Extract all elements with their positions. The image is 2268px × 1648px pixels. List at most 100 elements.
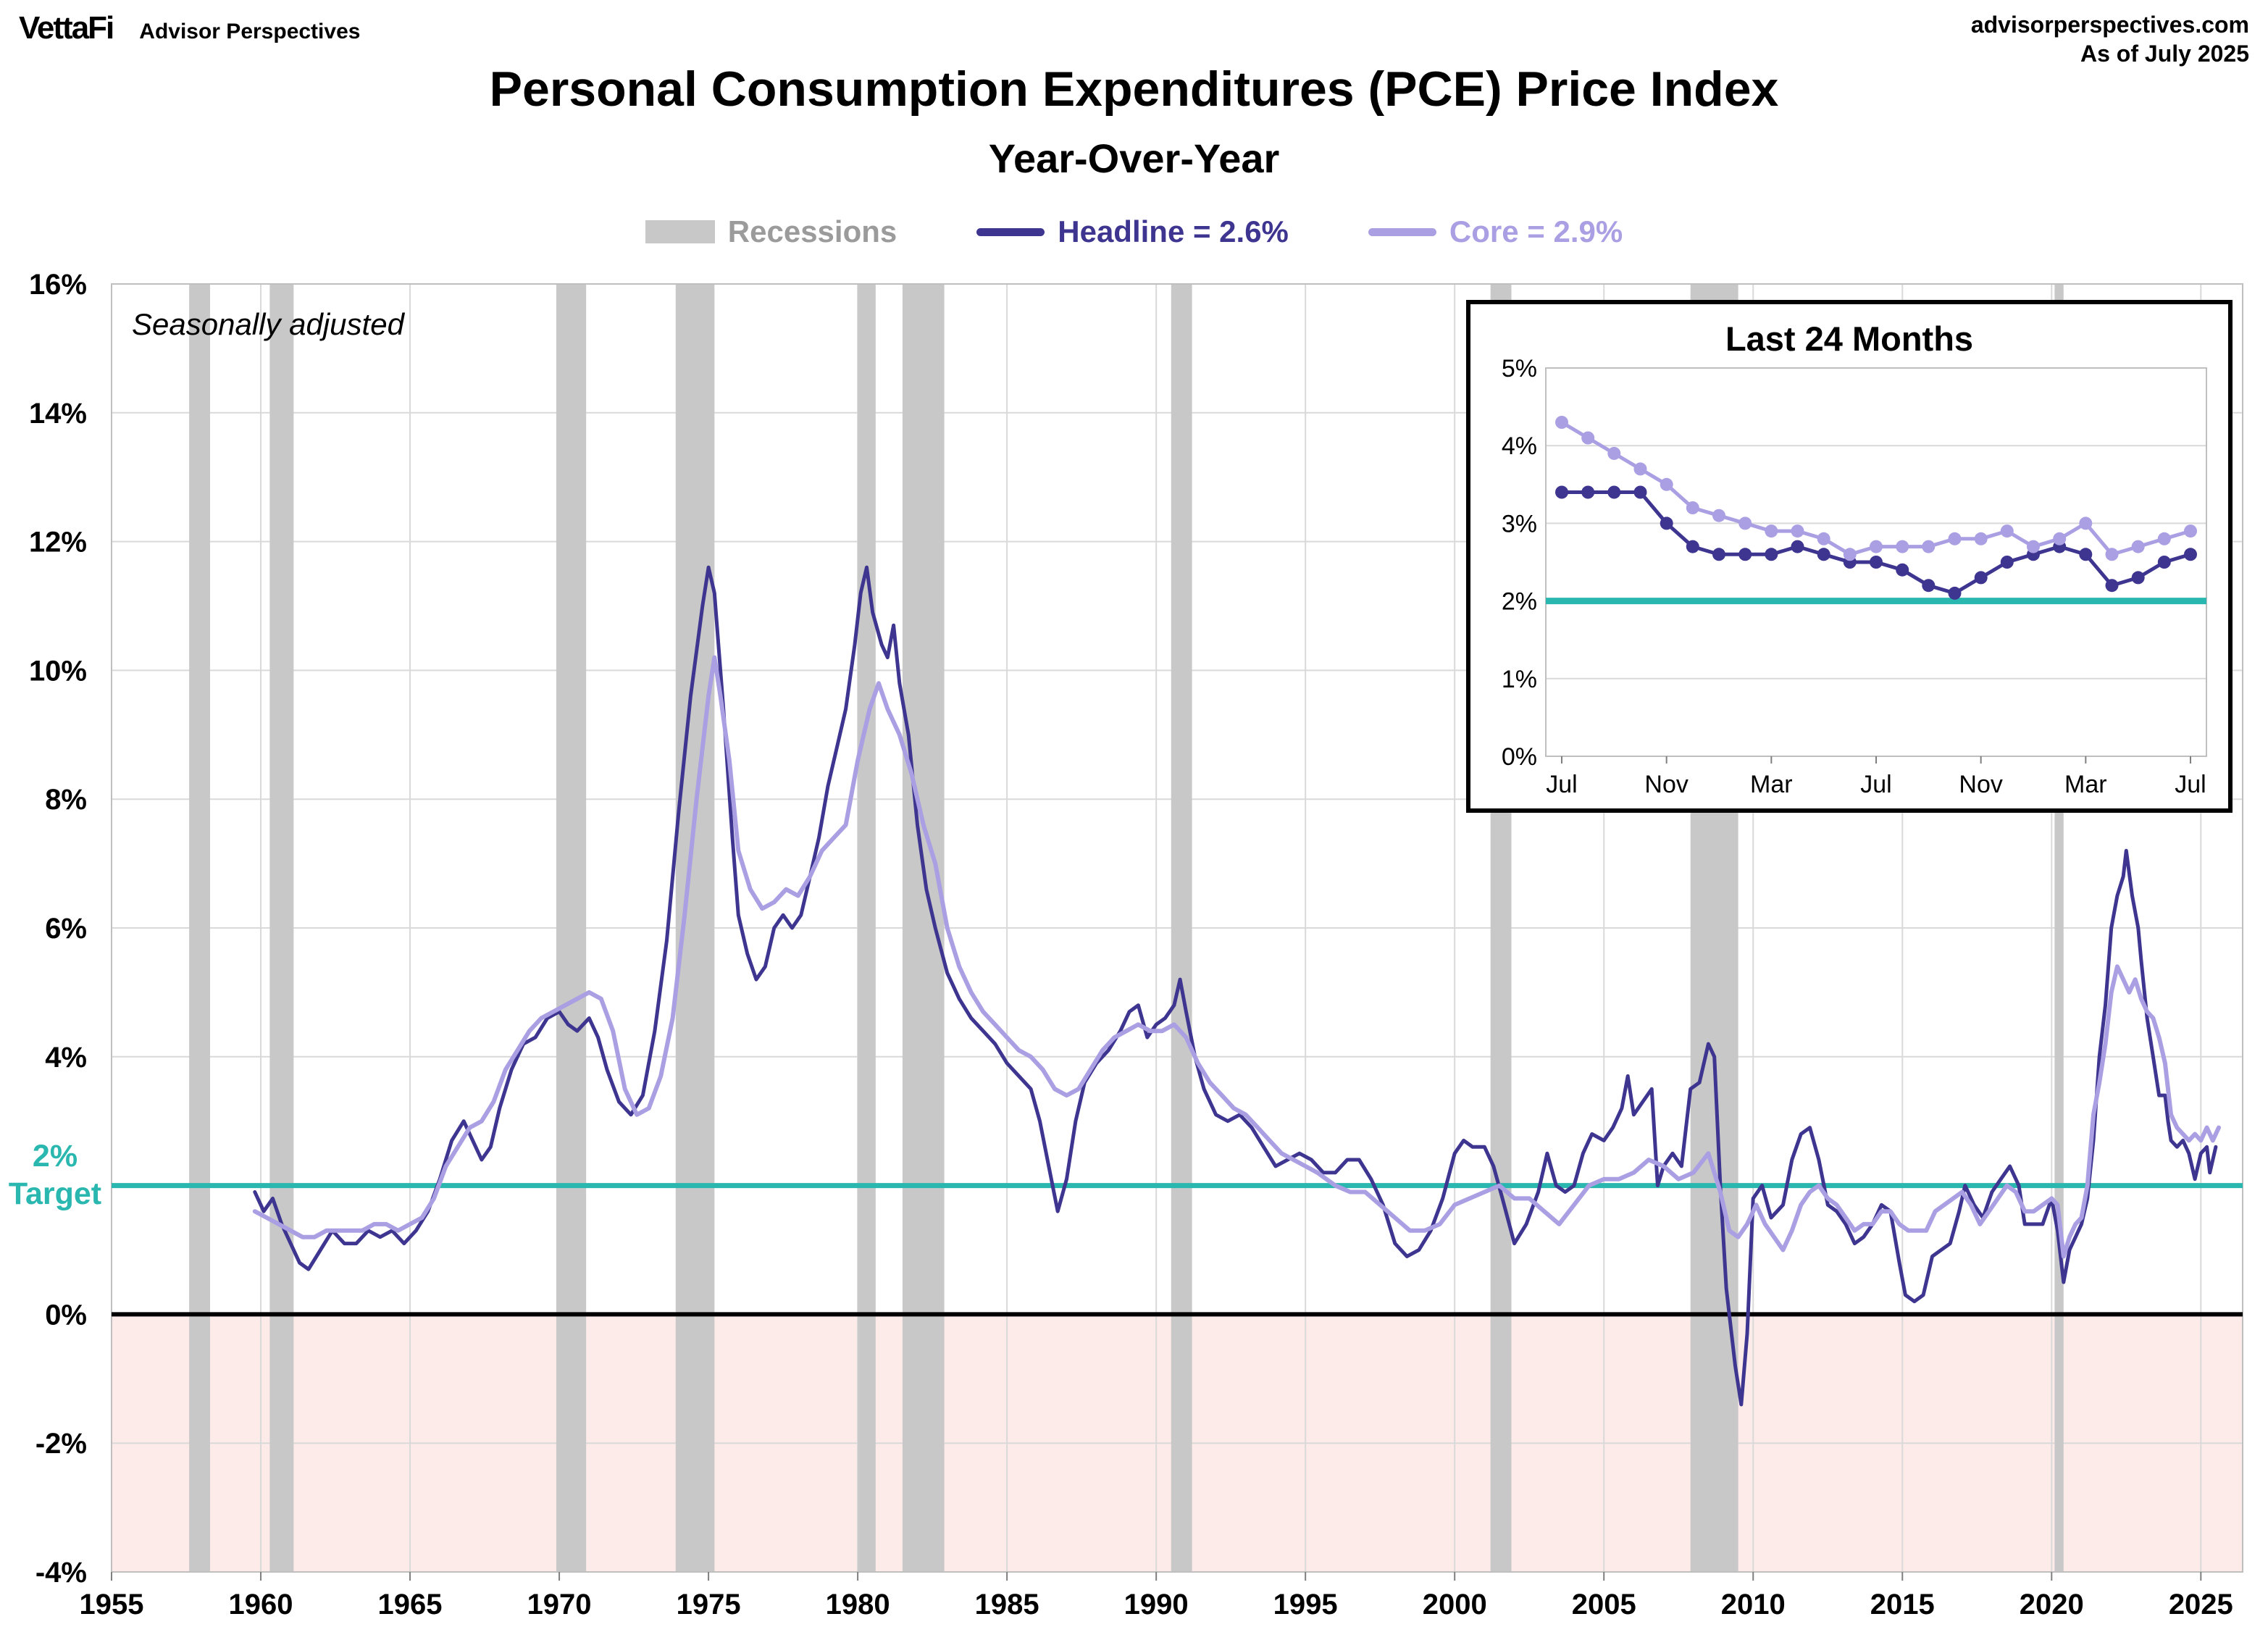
inset-headline-series-marker (1870, 556, 1883, 569)
inset-headline-series-marker (1660, 516, 1673, 530)
y-tick-label: 4% (45, 1042, 87, 1074)
inset-core-series-marker (1817, 532, 1830, 545)
inset-headline-series-marker (1817, 548, 1830, 561)
inset-core-series-marker (1555, 416, 1568, 429)
x-tick-label: 1975 (677, 1589, 741, 1620)
x-tick-label: 1965 (378, 1589, 443, 1620)
inset-y-tick-label: 2% (1502, 588, 1537, 616)
inset-headline-series-marker (2000, 556, 2014, 569)
legend-headline-label: Headline = 2.6% (1058, 214, 1289, 248)
x-tick-label: 2005 (1572, 1589, 1636, 1620)
inset-headline-series-marker (2184, 548, 2197, 561)
x-tick-label: 1970 (527, 1589, 592, 1620)
recession-swatch (645, 220, 715, 243)
x-tick-label: 1995 (1273, 1589, 1338, 1620)
y-tick-label: 10% (29, 655, 87, 687)
recession-bar (556, 284, 587, 1572)
y-tick-label: 14% (29, 398, 87, 430)
target-label: 2% Target (0, 1137, 110, 1213)
legend-item-core: Core = 2.9% (1368, 214, 1623, 249)
y-tick-label: 0% (45, 1299, 87, 1331)
inset-x-tick-label: Mar (1750, 771, 1793, 798)
recession-bar (858, 284, 876, 1572)
y-tick-label: 8% (45, 784, 87, 816)
inset-core-series-marker (2079, 516, 2093, 530)
inset-core-series-marker (1843, 548, 1857, 561)
inset-core-series-marker (2131, 540, 2145, 553)
y-tick-label: -2% (35, 1428, 87, 1460)
inset-headline-series-marker (1738, 548, 1752, 561)
recession-bar (902, 284, 945, 1572)
inset-core-series-marker (1974, 532, 1988, 545)
x-tick-label: 2025 (2169, 1589, 2233, 1620)
recession-bar (1171, 284, 1192, 1572)
target-label-value: 2% (32, 1139, 78, 1174)
inset-y-tick-label: 0% (1502, 743, 1537, 771)
legend-item-recessions: Recessions (645, 214, 897, 249)
headline-swatch (976, 227, 1045, 236)
inset-title: Last 24 Months (1725, 319, 1974, 358)
inset-headline-series-marker (1607, 485, 1621, 499)
chart-subtitle: Year-Over-Year (988, 135, 1280, 181)
advisor-perspectives-label: Advisor Perspectives (139, 20, 361, 43)
legend: Recessions Headline = 2.6% Core = 2.9% (0, 214, 2268, 249)
chart-title: Personal Consumption Expenditures (PCE) … (489, 62, 1779, 117)
inset-core-series-marker (2000, 524, 2014, 538)
header: VettaFi Advisor Perspectives advisorpers… (19, 10, 2249, 68)
inset-headline-series-marker (1922, 579, 1936, 593)
inset-core-series-marker (2053, 532, 2067, 545)
inset-y-tick-label: 4% (1502, 432, 1537, 460)
inset-headline-series-marker (1948, 586, 1962, 600)
logo-block: VettaFi Advisor Perspectives (19, 10, 360, 46)
inset-core-series-marker (2105, 548, 2119, 561)
headline-series (253, 565, 2218, 1407)
inset-x-tick-label: Jul (2175, 771, 2206, 798)
inset-core-series-marker (1948, 532, 1962, 545)
x-tick-label: 1990 (1124, 1589, 1189, 1620)
target-label-text: Target (8, 1176, 102, 1212)
inset-headline-series-marker (2131, 571, 2145, 585)
header-right: advisorperspectives.com As of July 2025 (1971, 10, 2249, 68)
inset-core-series-marker (1765, 524, 1778, 538)
inset-core-series (1560, 420, 2191, 556)
inset-core-series-marker (1791, 524, 1804, 538)
inset-headline-series-marker (1686, 540, 1699, 553)
inset-core-series-marker (1581, 431, 1595, 445)
inset-x-tick-label: Nov (1959, 771, 2002, 798)
seasonally-adjusted-note: Seasonally adjusted (132, 307, 404, 341)
inset-core-series-marker (2027, 540, 2040, 553)
inset-y-tick-label: 5% (1502, 359, 1537, 382)
inset-panel: Last 24 Months 0% 1% 2% 3% 4% 5% Jul Nov Mar Jul N… (1466, 300, 2233, 813)
inset-headline-series-marker (2157, 556, 2171, 569)
x-tick-label: 1960 (229, 1589, 293, 1620)
inset-headline-series-marker (1633, 485, 1647, 499)
site-url: advisorperspectives.com (1970, 12, 2249, 38)
inset-core-series-marker (1712, 509, 1725, 522)
x-tick-label: 2010 (1721, 1589, 1786, 1620)
x-tick-label: 1980 (826, 1589, 890, 1620)
inset-headline-series-marker (2105, 579, 2119, 593)
inset-x-tick-label: Mar (2064, 771, 2107, 798)
inset-headline-series-marker (1791, 540, 1804, 553)
inset-core-series-marker (1922, 540, 1936, 553)
inset-x-tick-label: Jul (1860, 771, 1891, 798)
core-swatch (1368, 227, 1436, 236)
inset-core-series-marker (1660, 477, 1673, 491)
vettafi-logo: VettaFi (19, 10, 114, 46)
inset-x-tick-label: Jul (1546, 771, 1577, 798)
inset-core-series-marker (1607, 446, 1621, 460)
y-tick-label: 16% (29, 269, 87, 301)
inset-core-series-marker (2184, 524, 2197, 538)
recession-bar (269, 284, 294, 1572)
x-tick-label: 1985 (975, 1589, 1039, 1620)
inset-core-series-marker (2157, 532, 2171, 545)
inset-headline-series-marker (1712, 548, 1725, 561)
inset-headline-series-marker (1581, 485, 1595, 499)
y-tick-label: 6% (45, 913, 87, 945)
inset-headline-series-marker (1974, 571, 1988, 585)
legend-recessions-label: Recessions (727, 214, 897, 248)
inset-y-tick-label: 1% (1502, 666, 1537, 693)
inset-headline-series-marker (2079, 548, 2093, 561)
x-tick-label: 2020 (2020, 1589, 2084, 1620)
